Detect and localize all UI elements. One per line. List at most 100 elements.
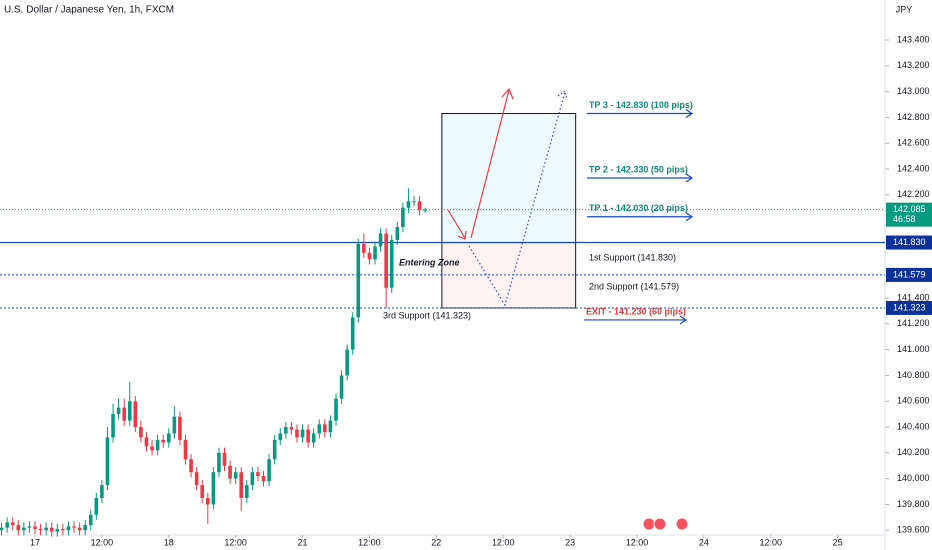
chart-title: U.S. Dollar / Japanese Yen, 1h, FXCM bbox=[4, 5, 174, 16]
candle-body bbox=[261, 476, 266, 482]
x-tick-label: 12:00 bbox=[492, 537, 515, 547]
candle-body bbox=[412, 201, 416, 203]
level-price-label: 141.830 bbox=[893, 237, 926, 247]
arrow-head bbox=[685, 212, 694, 222]
candle-body bbox=[323, 424, 327, 433]
candle-body bbox=[155, 439, 160, 451]
candle-body bbox=[222, 452, 227, 466]
candle-body bbox=[183, 439, 188, 460]
candle-body bbox=[172, 416, 177, 434]
candle-body bbox=[423, 209, 427, 211]
y-tick-label: 143.200 bbox=[897, 60, 930, 70]
candle-body bbox=[61, 528, 65, 531]
blue-dotted-arrow bbox=[468, 91, 566, 307]
candle-body bbox=[72, 526, 76, 528]
level-price-label: 141.323 bbox=[893, 302, 926, 312]
y-tick-label: 139.800 bbox=[897, 499, 930, 509]
arrow-head bbox=[501, 87, 514, 100]
support-label: 1st Support (141.830) bbox=[589, 252, 676, 262]
countdown-label: 46:58 bbox=[893, 214, 916, 224]
arrow-head bbox=[679, 315, 688, 325]
candle-body bbox=[200, 485, 205, 498]
candle-body bbox=[10, 522, 15, 526]
candle-body bbox=[295, 429, 299, 438]
candle-body bbox=[111, 414, 115, 438]
candle-body bbox=[16, 525, 21, 531]
y-tick-label: 142.600 bbox=[897, 138, 930, 148]
x-tick-label: 21 bbox=[298, 537, 308, 547]
candle-body bbox=[239, 472, 244, 498]
candle-body bbox=[0, 527, 4, 531]
candle-body bbox=[178, 416, 182, 440]
x-tick-label: 12:00 bbox=[759, 537, 782, 547]
candle-body bbox=[356, 243, 361, 318]
entering-zone-label: Entering Zone bbox=[399, 257, 460, 267]
candle-body bbox=[317, 424, 322, 434]
candle-body bbox=[133, 401, 138, 428]
candle-body bbox=[384, 233, 388, 288]
level-price-box bbox=[886, 300, 932, 315]
trajectory-arrows bbox=[447, 87, 568, 307]
candle-body bbox=[334, 398, 338, 421]
candle-body bbox=[278, 433, 283, 440]
x-tick-label: 25 bbox=[833, 537, 843, 547]
y-tick-label: 140.600 bbox=[897, 396, 930, 406]
candle-body bbox=[100, 485, 104, 498]
event-flags bbox=[642, 517, 689, 531]
candle-body bbox=[401, 207, 405, 228]
target-label: TP 3 - 142.830 (100 pips) bbox=[589, 100, 693, 110]
candle-body bbox=[38, 528, 43, 531]
candle-body bbox=[417, 201, 422, 211]
candle-body bbox=[44, 527, 48, 531]
y-tick-label: 142.800 bbox=[897, 112, 930, 122]
y-tick-label: 140.800 bbox=[897, 370, 930, 380]
candle-body bbox=[189, 459, 193, 473]
candle-body bbox=[49, 527, 54, 532]
x-tick-label: 24 bbox=[699, 537, 709, 547]
target-label: TP 2 - 142.330 (50 pips) bbox=[589, 164, 688, 174]
arrow-head bbox=[685, 109, 694, 119]
y-tick-label: 141.200 bbox=[897, 318, 930, 328]
candle-body bbox=[272, 439, 277, 460]
candle-body bbox=[83, 525, 87, 531]
candle-body bbox=[5, 522, 9, 528]
candle-body bbox=[389, 239, 394, 288]
candle-body bbox=[373, 246, 377, 260]
level-price-label: 141.579 bbox=[893, 269, 926, 279]
candle-body bbox=[256, 472, 260, 477]
candle-body bbox=[289, 427, 294, 430]
target-label: EXIT - 141.230 (60 pips) bbox=[586, 306, 686, 316]
y-tick-label: 141.000 bbox=[897, 344, 930, 354]
x-tick-label: 17 bbox=[30, 537, 40, 547]
y-tick-label: 140.400 bbox=[897, 421, 930, 431]
candle-body bbox=[233, 472, 238, 479]
arrow-head bbox=[557, 89, 568, 101]
candle-body bbox=[250, 472, 255, 486]
candle-body bbox=[127, 401, 132, 421]
x-tick-label: 18 bbox=[164, 537, 174, 547]
candle-body bbox=[194, 472, 199, 486]
candle-body bbox=[161, 439, 165, 443]
candle-body bbox=[362, 243, 366, 253]
level-price-box bbox=[886, 267, 932, 282]
candle-body bbox=[367, 252, 372, 260]
candle-body bbox=[105, 437, 110, 486]
y-tick-label: 142.400 bbox=[897, 163, 930, 173]
y-tick-label: 140.200 bbox=[897, 447, 930, 457]
candle-body bbox=[245, 485, 249, 498]
candle-body bbox=[395, 227, 400, 240]
candle-body bbox=[228, 465, 232, 479]
candle-body bbox=[22, 527, 26, 531]
candle-body bbox=[339, 375, 344, 399]
candle-body bbox=[217, 452, 221, 473]
candle-body bbox=[55, 528, 60, 532]
candle-body bbox=[88, 514, 93, 526]
level-price-box bbox=[886, 235, 932, 250]
candle-body bbox=[122, 407, 126, 421]
candle-body bbox=[345, 349, 349, 376]
target-label: TP 1 - 142.030 (20 pips) bbox=[589, 203, 688, 213]
axis-layer: 139.600 139.800 140.000 140.200 140.400 140.6… bbox=[30, 34, 932, 547]
x-tick-label: 12:00 bbox=[626, 537, 649, 547]
red-arrow bbox=[447, 209, 466, 239]
